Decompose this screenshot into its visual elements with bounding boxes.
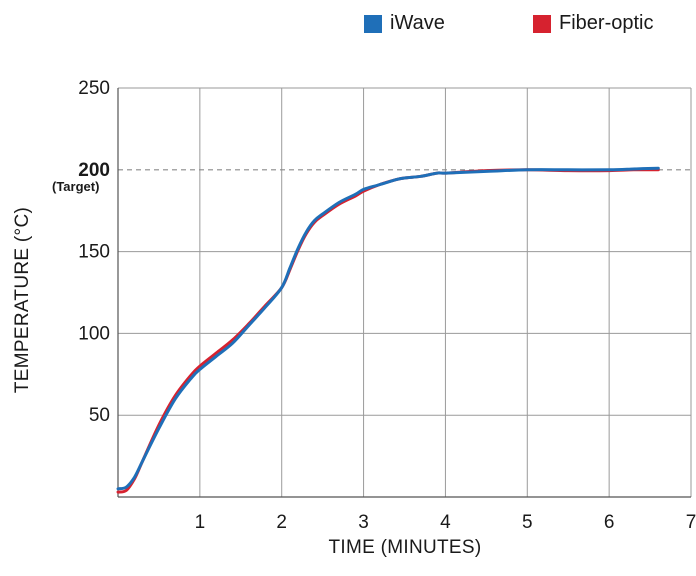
legend-item-iwave: iWave [364,12,445,35]
x-tick-label-5: 5 [522,512,533,533]
legend-item-fiber-optic: Fiber-optic [533,12,653,35]
y-tick-label-250: 250 [78,78,110,99]
x-tick-label-1: 1 [195,512,206,533]
legend-label-iwave: iWave [390,12,445,34]
y-tick-label-50: 50 [89,405,110,426]
y-tick-label-150: 150 [78,242,110,263]
x-tick-label-6: 6 [604,512,615,533]
series-line-iwave [116,166,660,491]
series-line-fiber-optic [116,168,660,494]
y-tick-label-100: 100 [78,323,110,344]
y-axis-label: TEMPERATURE (°C) [12,206,33,394]
legend-swatch-iwave [364,14,382,33]
legend-swatch-fiber-optic [533,14,551,33]
legend-label-fiber-optic: Fiber-optic [559,12,654,34]
x-tick-label-3: 3 [358,512,369,533]
x-tick-label-7: 7 [686,512,696,533]
x-tick-label-2: 2 [276,512,287,533]
target-note: (Target) [52,179,100,194]
x-axis-label: TIME (MINUTES) [328,537,482,558]
x-tick-label-4: 4 [440,512,451,533]
y-tick-label-200: 200 [78,160,110,181]
